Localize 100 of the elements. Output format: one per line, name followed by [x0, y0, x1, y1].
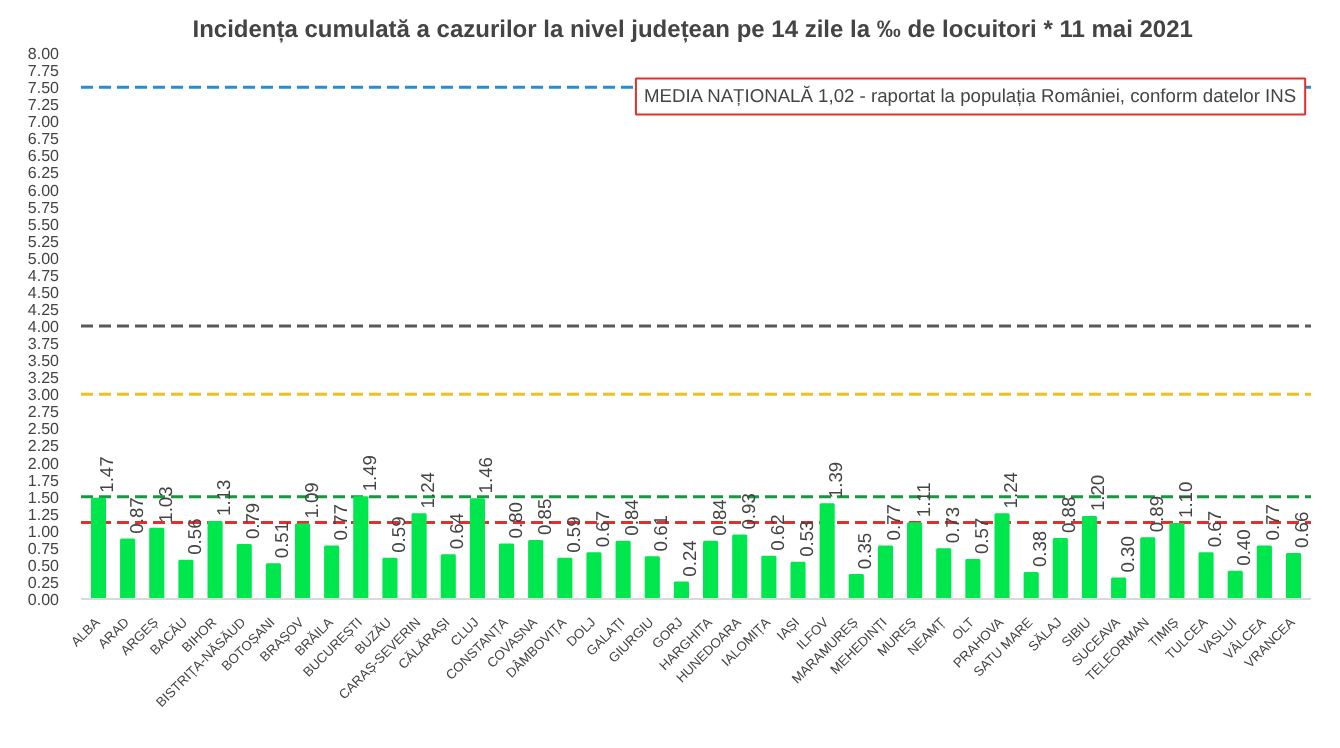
bar	[965, 559, 981, 599]
y-tick-label: 6.00	[27, 181, 61, 200]
y-tick-label: 5.25	[27, 232, 61, 251]
y-tick-label: 2.25	[27, 437, 61, 456]
bar	[877, 545, 894, 599]
data-label: 0.61	[651, 515, 672, 552]
data-label: 1.09	[301, 482, 322, 519]
y-tick-label: 0.00	[27, 591, 61, 609]
bar	[848, 574, 864, 599]
y-tick-label: 7.75	[27, 62, 61, 81]
y-tick-label: 0.50	[27, 556, 61, 575]
data-label: 0.88	[1059, 496, 1080, 533]
bar	[1198, 552, 1214, 599]
bar	[907, 522, 923, 599]
data-label: 1.24	[418, 472, 439, 509]
bar	[353, 496, 369, 599]
y-tick-label: 2.75	[27, 403, 61, 422]
data-label: 0.89	[1146, 495, 1167, 533]
bar	[703, 540, 719, 599]
bar	[178, 559, 194, 599]
data-label: 1.24	[1001, 472, 1022, 509]
bar	[1111, 577, 1127, 599]
bar	[644, 556, 660, 599]
bar	[411, 513, 427, 599]
bar	[994, 513, 1010, 599]
data-label: 0.64	[447, 513, 468, 550]
bar	[1285, 552, 1302, 599]
y-tick-label: 3.00	[27, 386, 61, 405]
y-tick-label: 1.50	[27, 488, 61, 507]
data-label: 0.80	[505, 502, 526, 539]
data-label: 0.57	[971, 517, 992, 555]
bar	[236, 544, 252, 599]
data-label: 1.47	[97, 456, 118, 493]
data-label: 0.77	[1263, 504, 1284, 541]
data-label: 0.30	[1117, 536, 1138, 573]
bar	[207, 520, 223, 599]
y-tick-label: 4.75	[27, 266, 61, 285]
bar	[673, 581, 689, 599]
data-label: 1.20	[1088, 474, 1109, 512]
data-label: 0.87	[126, 497, 147, 534]
y-tick-label: 0.75	[27, 539, 61, 558]
y-tick-label: 8.00	[27, 45, 61, 63]
y-tick-label: 7.00	[27, 113, 61, 132]
bar	[790, 561, 806, 599]
data-label: 0.93	[738, 493, 759, 530]
y-tick-label: 6.75	[27, 130, 61, 149]
data-label: 0.51	[272, 521, 293, 559]
bar	[1023, 572, 1039, 599]
bar	[120, 538, 136, 599]
bar	[761, 555, 777, 599]
bar	[1169, 522, 1185, 599]
y-tick-label: 3.50	[27, 352, 61, 371]
data-label: 1.10	[1175, 481, 1196, 518]
bar	[557, 557, 573, 599]
bar	[586, 552, 602, 599]
y-tick-label: 7.25	[27, 96, 61, 115]
bar	[90, 497, 107, 599]
data-label: 0.38	[1030, 530, 1051, 568]
data-label: 0.24	[680, 540, 701, 577]
data-label: 1.49	[359, 454, 380, 492]
y-tick-label: 4.25	[27, 300, 61, 319]
data-label: 0.53	[797, 520, 818, 557]
y-tick-label: 2.50	[27, 420, 61, 439]
bar	[469, 498, 485, 599]
data-label: 1.39	[826, 461, 847, 499]
data-label: 0.73	[942, 506, 963, 544]
data-label: 0.77	[884, 504, 905, 541]
data-label: 0.85	[534, 498, 555, 535]
bar	[1052, 537, 1068, 599]
data-label: 1.03	[155, 486, 176, 523]
bar	[498, 543, 515, 599]
bar	[382, 557, 398, 599]
y-tick-label: 2.00	[27, 454, 61, 473]
bar	[1140, 537, 1156, 599]
bar	[615, 540, 631, 599]
chart-title: Incidența cumulată a cazurilor la nivel județean pe 14 zile la ‰ de locuitori * 11 mai 2021	[192, 15, 1194, 43]
data-label: 0.67	[1205, 510, 1226, 548]
bar	[1227, 570, 1243, 599]
y-tick-label: 1.75	[27, 471, 61, 490]
y-tick-label: 5.00	[27, 249, 61, 268]
y-tick-label: 5.50	[27, 215, 61, 234]
data-label: 0.84	[709, 499, 730, 536]
bar	[440, 554, 456, 599]
y-tick-label: 4.00	[27, 318, 61, 336]
data-label: 0.77	[330, 504, 351, 541]
bar	[265, 563, 281, 599]
bar	[936, 548, 952, 599]
data-label: 1.46	[476, 457, 497, 494]
data-label: 0.62	[767, 514, 788, 551]
annotation: MEDIA NAȚIONALĂ 1,02 - raportat la populația României, conform datelor INS	[643, 84, 1297, 107]
data-label: 0.66	[1292, 511, 1313, 548]
data-label: 0.67	[592, 510, 613, 548]
data-label: 0.59	[563, 516, 584, 553]
bar	[819, 503, 835, 599]
data-label: 0.84	[622, 499, 643, 536]
data-label: 0.35	[855, 532, 876, 570]
y-tick-label: 7.50	[27, 79, 61, 98]
bar	[149, 527, 165, 599]
data-label: 0.40	[1234, 529, 1255, 566]
bar	[528, 539, 544, 599]
